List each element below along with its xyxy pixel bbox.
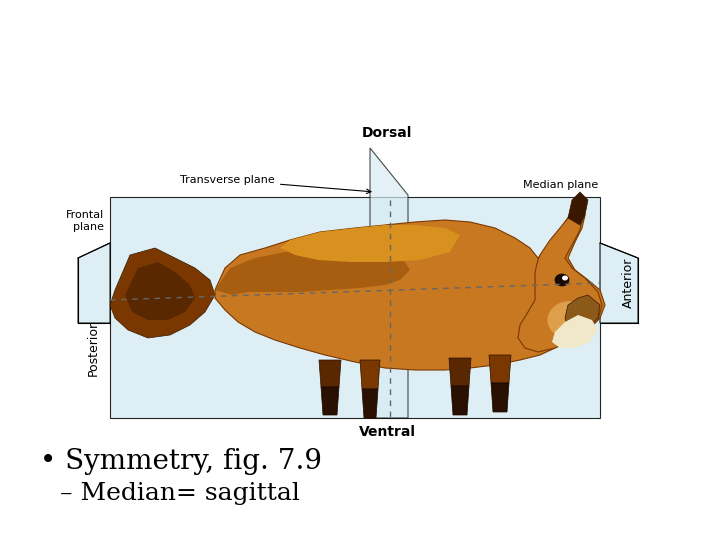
Ellipse shape (562, 275, 568, 280)
Polygon shape (125, 262, 195, 320)
Ellipse shape (555, 274, 569, 286)
Polygon shape (321, 387, 339, 415)
Text: – Median= sagittal: – Median= sagittal (60, 482, 300, 505)
Polygon shape (215, 208, 605, 370)
Text: Ventral: Ventral (359, 425, 415, 439)
Polygon shape (491, 383, 509, 412)
Polygon shape (451, 386, 469, 415)
Polygon shape (552, 315, 598, 348)
Polygon shape (565, 295, 600, 332)
Polygon shape (370, 148, 408, 418)
Text: • Symmetry, fig. 7.9: • Symmetry, fig. 7.9 (40, 448, 322, 475)
Text: Transverse plane: Transverse plane (180, 175, 371, 193)
Ellipse shape (547, 301, 593, 339)
Polygon shape (600, 243, 638, 323)
Polygon shape (78, 243, 110, 323)
Polygon shape (449, 358, 471, 386)
Polygon shape (362, 389, 378, 418)
Polygon shape (489, 355, 511, 383)
Polygon shape (280, 225, 460, 262)
Text: Frontal
plane: Frontal plane (66, 210, 104, 232)
Text: Anterior: Anterior (621, 258, 634, 308)
Polygon shape (319, 360, 341, 387)
Text: Posterior: Posterior (86, 320, 99, 375)
Polygon shape (518, 212, 602, 352)
Text: Median plane: Median plane (523, 180, 598, 190)
Polygon shape (215, 250, 410, 295)
Polygon shape (110, 248, 215, 338)
Polygon shape (568, 192, 588, 225)
Polygon shape (360, 360, 380, 389)
Text: Dorsal: Dorsal (362, 126, 412, 140)
Polygon shape (110, 197, 600, 418)
